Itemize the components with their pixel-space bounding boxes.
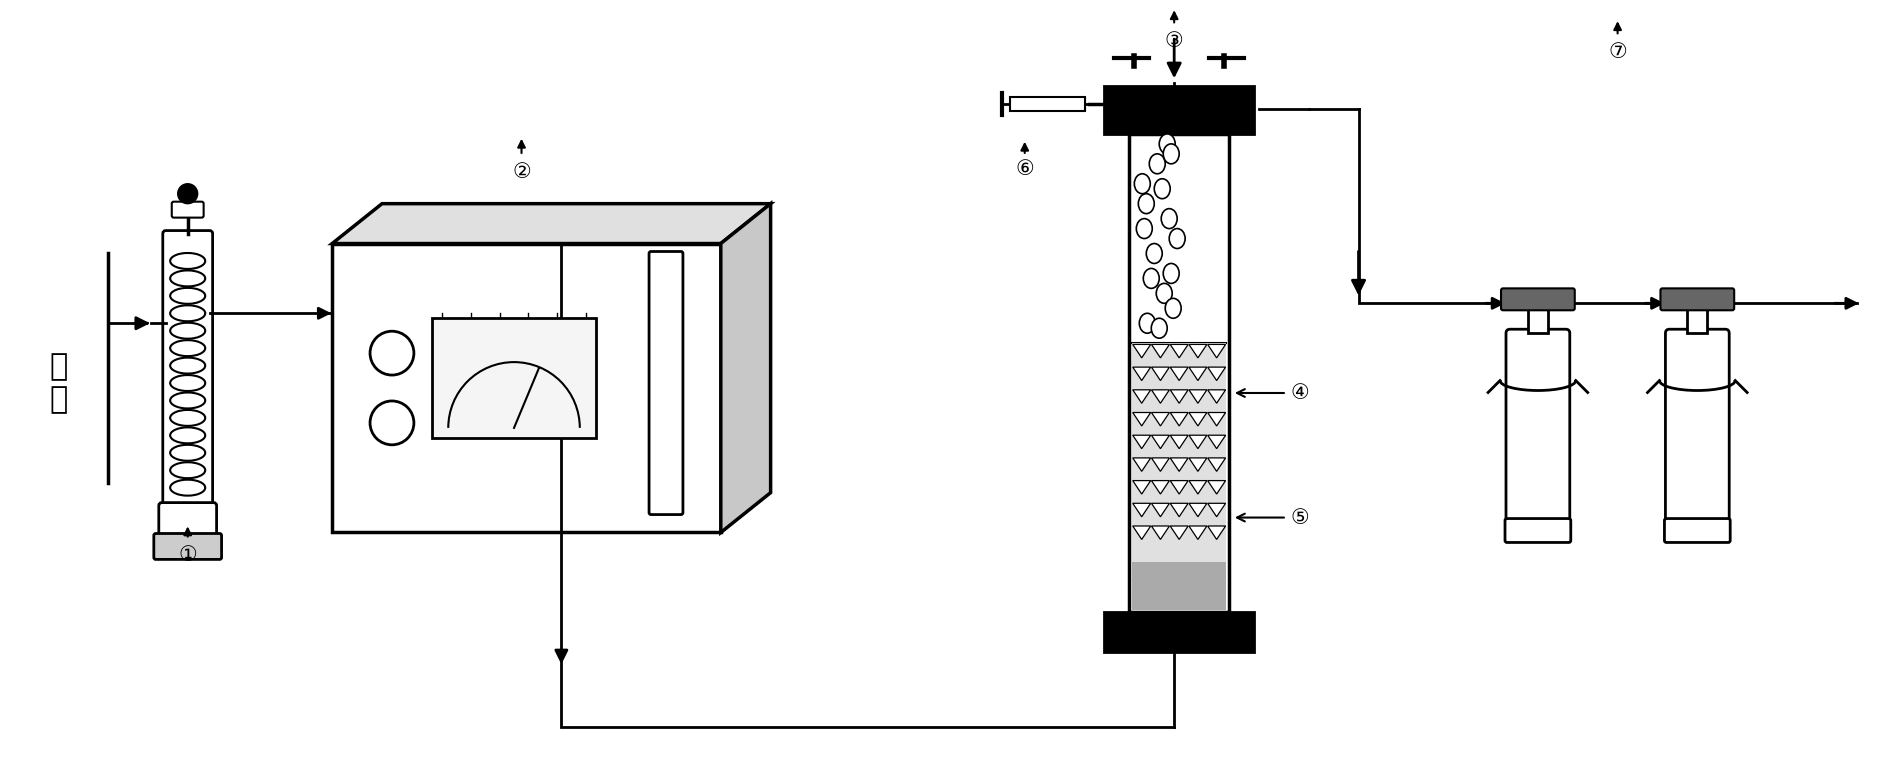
- FancyBboxPatch shape: [1103, 86, 1252, 134]
- Polygon shape: [1132, 526, 1150, 539]
- Ellipse shape: [1137, 193, 1154, 214]
- FancyBboxPatch shape: [1526, 309, 1547, 334]
- Polygon shape: [1169, 367, 1188, 381]
- Polygon shape: [1169, 390, 1188, 403]
- Polygon shape: [720, 204, 771, 532]
- Circle shape: [178, 184, 198, 204]
- Polygon shape: [1188, 526, 1207, 539]
- Polygon shape: [1207, 390, 1224, 403]
- Polygon shape: [1188, 435, 1207, 449]
- Ellipse shape: [1139, 313, 1154, 334]
- Polygon shape: [1188, 503, 1207, 517]
- Text: ⑥: ⑥: [1014, 159, 1033, 179]
- Polygon shape: [1132, 458, 1150, 471]
- Ellipse shape: [1143, 269, 1158, 288]
- Circle shape: [370, 401, 414, 445]
- FancyBboxPatch shape: [332, 244, 720, 532]
- FancyBboxPatch shape: [431, 318, 595, 438]
- Polygon shape: [1207, 435, 1224, 449]
- Polygon shape: [1150, 503, 1169, 517]
- Ellipse shape: [1166, 298, 1181, 318]
- Polygon shape: [1169, 503, 1188, 517]
- FancyBboxPatch shape: [1500, 288, 1574, 310]
- FancyBboxPatch shape: [1132, 343, 1226, 562]
- Polygon shape: [1188, 458, 1207, 471]
- Polygon shape: [332, 204, 771, 244]
- Polygon shape: [1132, 503, 1150, 517]
- FancyBboxPatch shape: [162, 230, 212, 511]
- Polygon shape: [1150, 458, 1169, 471]
- FancyBboxPatch shape: [1664, 329, 1728, 526]
- Polygon shape: [1169, 481, 1188, 494]
- Polygon shape: [1132, 413, 1150, 426]
- Ellipse shape: [1158, 134, 1175, 153]
- Polygon shape: [1188, 481, 1207, 494]
- FancyBboxPatch shape: [648, 251, 682, 514]
- Ellipse shape: [1162, 263, 1179, 283]
- FancyBboxPatch shape: [1130, 134, 1228, 612]
- Polygon shape: [1169, 526, 1188, 539]
- Ellipse shape: [1156, 283, 1171, 303]
- Ellipse shape: [1154, 179, 1169, 199]
- Polygon shape: [1150, 413, 1169, 426]
- Ellipse shape: [1150, 318, 1167, 338]
- Ellipse shape: [1160, 208, 1177, 229]
- Polygon shape: [1150, 526, 1169, 539]
- FancyBboxPatch shape: [153, 533, 221, 559]
- Polygon shape: [1188, 390, 1207, 403]
- Text: ③: ③: [1164, 31, 1183, 51]
- Polygon shape: [1132, 481, 1150, 494]
- Polygon shape: [1150, 435, 1169, 449]
- Polygon shape: [1132, 345, 1150, 358]
- Polygon shape: [1132, 390, 1150, 403]
- Polygon shape: [1150, 390, 1169, 403]
- Polygon shape: [1207, 481, 1224, 494]
- FancyBboxPatch shape: [1506, 329, 1570, 526]
- Polygon shape: [1207, 345, 1224, 358]
- FancyBboxPatch shape: [159, 503, 217, 540]
- Ellipse shape: [1169, 229, 1184, 248]
- FancyBboxPatch shape: [1660, 288, 1734, 310]
- FancyBboxPatch shape: [1664, 518, 1728, 543]
- Polygon shape: [1169, 345, 1188, 358]
- Ellipse shape: [1133, 174, 1150, 193]
- Ellipse shape: [1162, 144, 1179, 164]
- Polygon shape: [1188, 345, 1207, 358]
- Ellipse shape: [1149, 153, 1166, 174]
- Polygon shape: [1188, 413, 1207, 426]
- Polygon shape: [1150, 367, 1169, 381]
- FancyBboxPatch shape: [1687, 309, 1706, 334]
- Polygon shape: [1150, 481, 1169, 494]
- Text: ①: ①: [178, 546, 196, 565]
- FancyBboxPatch shape: [1009, 97, 1084, 111]
- FancyBboxPatch shape: [1504, 518, 1570, 543]
- Polygon shape: [1169, 458, 1188, 471]
- Text: ②: ②: [512, 162, 531, 182]
- Text: ⑤: ⑤: [1290, 507, 1309, 528]
- FancyBboxPatch shape: [1132, 562, 1226, 610]
- Polygon shape: [1207, 367, 1224, 381]
- Polygon shape: [1169, 435, 1188, 449]
- Ellipse shape: [1135, 218, 1152, 239]
- Text: ④: ④: [1290, 383, 1309, 403]
- Polygon shape: [1207, 526, 1224, 539]
- Polygon shape: [1150, 345, 1169, 358]
- Polygon shape: [1169, 413, 1188, 426]
- Polygon shape: [1188, 367, 1207, 381]
- Polygon shape: [1132, 435, 1150, 449]
- Polygon shape: [1207, 413, 1224, 426]
- Polygon shape: [1207, 503, 1224, 517]
- Polygon shape: [1207, 458, 1224, 471]
- FancyBboxPatch shape: [172, 202, 204, 218]
- Circle shape: [370, 331, 414, 375]
- Text: ⑦: ⑦: [1608, 42, 1626, 62]
- Polygon shape: [1132, 367, 1150, 381]
- Ellipse shape: [1145, 244, 1162, 263]
- Text: 气
源: 气 源: [49, 352, 68, 414]
- FancyBboxPatch shape: [1103, 612, 1252, 652]
